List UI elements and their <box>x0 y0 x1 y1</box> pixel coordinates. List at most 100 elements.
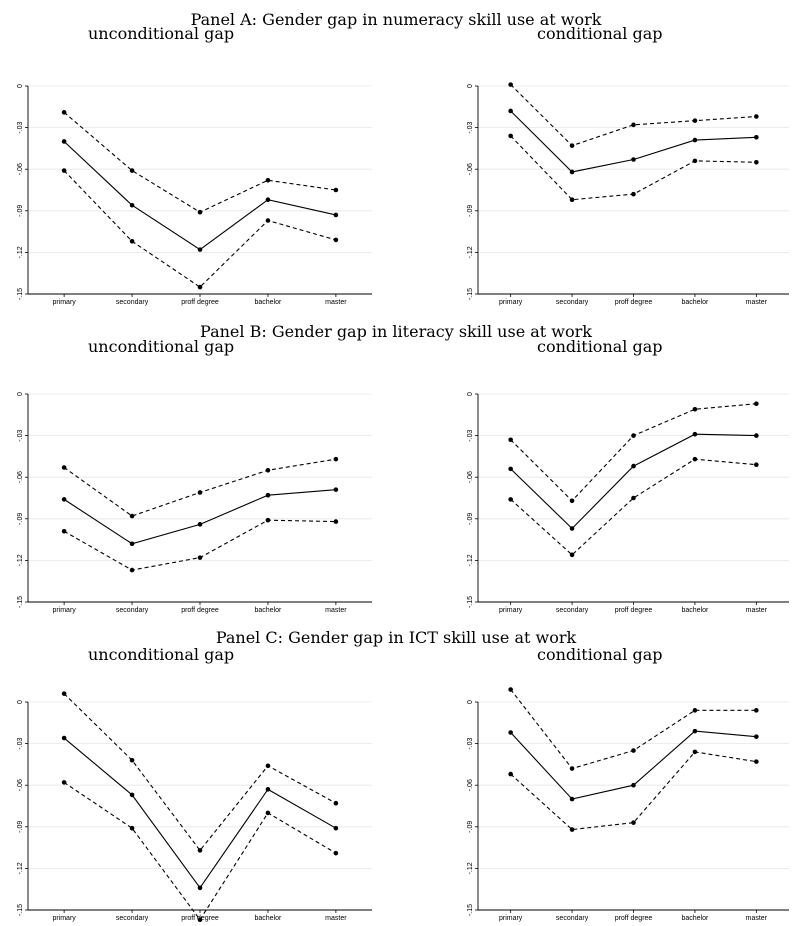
y-tick-label: -.03 <box>467 429 474 441</box>
data-point <box>333 519 339 524</box>
data-point <box>569 552 575 558</box>
ci-bound-line <box>510 135 757 201</box>
y-tick-label: 0 <box>17 392 24 396</box>
data-point <box>631 820 636 825</box>
panel-a-title: Panel A: Gender gap in numeracy skill us… <box>190 10 602 29</box>
data-point <box>265 177 271 183</box>
y-tick-label: -.12 <box>467 862 474 874</box>
x-tick-label: secondary <box>116 299 149 306</box>
x-tick-label: primary <box>52 299 76 306</box>
data-point <box>197 885 203 891</box>
y-tick-label: -.12 <box>467 246 474 258</box>
data-point <box>692 406 698 412</box>
ci-bound-line <box>510 458 757 556</box>
data-point <box>197 917 203 923</box>
x-tick-label: master <box>746 299 768 306</box>
x-tick-label: bachelor <box>255 607 283 614</box>
y-tick-label: -.09 <box>467 513 474 525</box>
data-point <box>692 431 698 437</box>
y-tick-label: -.03 <box>467 737 474 749</box>
chart-2: 0 -.03 -.06 -.09 -.12 -.15 primary secondary pro… <box>467 82 789 306</box>
data-point <box>265 197 271 203</box>
data-point <box>333 850 339 856</box>
chart-1-title: unconditional gap <box>88 24 235 43</box>
ci-bound-line <box>510 84 757 147</box>
x-tick-label: secondary <box>116 607 149 614</box>
x-tick-label: master <box>325 299 347 306</box>
data-point <box>265 810 271 816</box>
data-point <box>754 401 759 407</box>
estimate-line <box>510 110 757 173</box>
data-point <box>129 239 135 244</box>
y-tick-label: -.09 <box>17 513 24 525</box>
data-point <box>508 497 513 502</box>
data-point <box>265 467 271 473</box>
data-point <box>333 212 339 218</box>
ci-bound-line <box>63 519 336 571</box>
x-tick-label: bachelor <box>681 607 709 614</box>
x-tick-label: secondary <box>116 915 149 922</box>
data-point <box>333 237 339 243</box>
y-tick-label: -.12 <box>467 554 474 566</box>
x-tick-label: primary <box>499 299 523 306</box>
y-tick-label: 0 <box>467 392 474 396</box>
data-point <box>197 848 203 853</box>
data-point <box>754 462 759 468</box>
y-tick-label: -.12 <box>17 246 24 258</box>
chart-4: 0 -.03 -.06 -.09 -.12 -.15 primary secondary pro… <box>467 392 789 614</box>
data-point <box>333 456 339 462</box>
data-point <box>692 456 698 462</box>
data-point <box>754 135 759 140</box>
x-tick-label: master <box>746 607 768 614</box>
x-tick-label: primary <box>499 607 523 614</box>
y-tick-label: -.03 <box>17 121 24 133</box>
data-point <box>692 749 698 755</box>
data-point <box>197 522 203 527</box>
data-point <box>333 800 339 806</box>
data-point <box>197 209 203 215</box>
data-point <box>754 708 759 713</box>
data-point <box>631 191 636 197</box>
y-tick-label: -.09 <box>467 205 474 217</box>
x-tick-label: master <box>746 915 768 922</box>
data-point <box>569 498 575 504</box>
chart-3-title: unconditional gap <box>88 337 235 356</box>
x-tick-label: bachelor <box>681 299 709 306</box>
chart-5-title: unconditional gap <box>88 645 235 664</box>
ci-bound-line <box>510 689 757 770</box>
data-point <box>61 780 67 785</box>
y-tick-label: 0 <box>467 84 474 88</box>
data-point <box>631 122 636 128</box>
data-point <box>508 730 513 735</box>
data-point <box>197 490 203 495</box>
data-point <box>631 157 636 162</box>
chart-2-title: conditional gap <box>537 24 663 43</box>
x-tick-label: secondary <box>556 915 589 922</box>
y-tick-label: -.15 <box>17 904 24 916</box>
estimate-line <box>63 489 336 545</box>
data-point <box>692 728 698 734</box>
data-point <box>569 796 575 802</box>
data-point <box>129 541 135 547</box>
y-tick-label: -.06 <box>17 471 24 483</box>
data-point <box>333 487 339 492</box>
data-point <box>569 526 575 531</box>
x-tick-label: secondary <box>556 607 589 614</box>
data-point <box>631 495 636 501</box>
data-point <box>569 143 575 148</box>
y-tick-label: -.06 <box>17 163 24 175</box>
data-point <box>754 759 759 764</box>
y-tick-label: 0 <box>17 700 24 704</box>
data-point <box>129 825 135 831</box>
y-tick-label: -.03 <box>17 737 24 749</box>
data-point <box>265 492 271 498</box>
panel-c-title: Panel C: Gender gap in ICT skill use at … <box>215 628 577 647</box>
data-point <box>129 202 135 208</box>
x-tick-label: primary <box>499 915 523 922</box>
x-tick-label: proff degree <box>615 915 653 922</box>
data-point <box>508 108 513 114</box>
chart-6: 0 -.03 -.06 -.09 -.12 -.15 primary secondary pro… <box>467 687 789 922</box>
data-point <box>129 168 135 173</box>
x-tick-label: secondary <box>556 299 589 306</box>
